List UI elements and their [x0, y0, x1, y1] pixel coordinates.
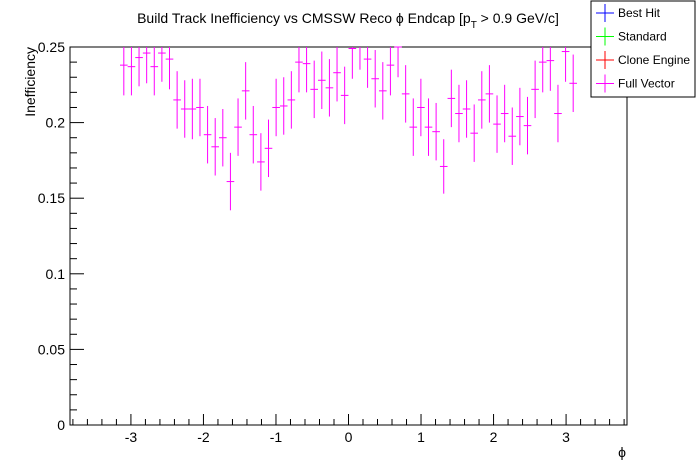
- legend-entries: Best Hit Standard Clone Engine Full Vector: [596, 4, 690, 93]
- data-point: [272, 78, 280, 137]
- data-point: [417, 78, 425, 137]
- legend-label: Full Vector: [618, 77, 675, 91]
- data-point: [493, 95, 501, 153]
- data-point: [219, 108, 227, 167]
- data-point: [386, 47, 395, 96]
- data-point: [561, 47, 570, 82]
- y-tick-label: 0: [57, 417, 65, 433]
- data-point: [226, 152, 235, 211]
- legend-entry: Best Hit: [596, 4, 661, 22]
- data-point: [569, 54, 577, 113]
- y-tick-label: 0.1: [46, 266, 66, 282]
- y-tick-label: 0.05: [38, 341, 65, 357]
- data-point: [196, 78, 204, 137]
- data-point: [516, 87, 524, 146]
- data-point: [538, 47, 547, 93]
- data-point: [310, 60, 319, 119]
- data-point: [302, 47, 311, 93]
- x-axis: -3 -2 -1 0 1 2 3: [72, 414, 625, 445]
- data-point: [531, 60, 539, 119]
- data-point: [165, 47, 174, 90]
- x-tick-label: -3: [125, 429, 138, 445]
- data-point: [455, 84, 463, 143]
- x-tick-label: 3: [562, 429, 570, 445]
- title-main: Build Track Inefficiency vs CMSSW Reco: [137, 10, 396, 26]
- data-point: [401, 65, 410, 123]
- data-point: [173, 71, 181, 129]
- y-axis: 0 0.05 0.1 0.15 0.2 0.25: [38, 39, 84, 433]
- legend-entry: Standard: [596, 27, 667, 46]
- legend-box: [590, 0, 696, 98]
- title-phi: ϕ: [396, 10, 404, 26]
- data-point: [180, 80, 189, 138]
- title-mid: Endcap [p: [404, 10, 471, 26]
- data-point: [378, 62, 387, 120]
- chart-title: Build Track Inefficiency vs CMSSW Reco ϕ…: [137, 10, 559, 31]
- legend-label: Best Hit: [618, 6, 661, 20]
- legend-entry: Full Vector: [596, 74, 675, 93]
- title-sub: T: [471, 20, 477, 31]
- data-point: [394, 46, 402, 78]
- data-point: [135, 47, 143, 87]
- legend: Best Hit Standard Clone Engine Full Vector: [590, 0, 696, 98]
- x-tick-label: 1: [417, 429, 425, 445]
- data-point: [523, 96, 532, 155]
- data-point: [257, 133, 265, 191]
- data-point: [447, 69, 456, 128]
- data-point: [424, 98, 433, 156]
- data-point: [287, 71, 296, 129]
- data-point: [264, 119, 273, 178]
- data-point: [477, 71, 486, 129]
- data-point: [188, 78, 197, 140]
- y-tick-label: 0.25: [38, 39, 65, 55]
- y-tick-label: 0.15: [38, 190, 65, 206]
- data-point: [409, 98, 418, 156]
- data-point: [279, 77, 288, 135]
- plot-frame: [69, 46, 628, 426]
- data-point: [150, 47, 159, 96]
- x-tick-label: 2: [490, 429, 498, 445]
- data-point: [462, 80, 471, 138]
- title-end: > 0.9 GeV/c]: [477, 10, 559, 26]
- data-point: [485, 65, 494, 123]
- legend-label: Clone Engine: [618, 53, 690, 67]
- x-tick-label: 0: [345, 429, 353, 445]
- data-point: [249, 105, 258, 164]
- x-tick-label: -1: [270, 429, 283, 445]
- data-point: [325, 59, 334, 117]
- data-point: [432, 102, 440, 161]
- data-point: [127, 47, 136, 96]
- data-point: [470, 104, 478, 162]
- data-point: [295, 47, 303, 93]
- legend-label: Standard: [618, 30, 667, 44]
- data-point: [241, 62, 250, 120]
- legend-entry: Clone Engine: [596, 51, 690, 69]
- data-point: [234, 98, 242, 156]
- x-tick-label: -2: [197, 429, 210, 445]
- data-point: [348, 47, 357, 79]
- data-point: [500, 84, 509, 143]
- data-point: [508, 107, 517, 165]
- data-point: [554, 84, 562, 143]
- data-series: [120, 46, 577, 211]
- data-point: [211, 118, 220, 176]
- data-point: [546, 47, 555, 91]
- data-point: [142, 47, 151, 84]
- y-tick-label: 0.2: [46, 115, 66, 131]
- data-point: [158, 47, 166, 82]
- data-point: [203, 105, 212, 164]
- data-point: [120, 47, 128, 96]
- data-point: [363, 47, 372, 88]
- data-point: [340, 66, 349, 125]
- data-point: [439, 139, 448, 194]
- data-point: [318, 51, 326, 109]
- y-axis-label: Inefficiency: [22, 47, 38, 117]
- data-point: [333, 47, 341, 102]
- x-axis-label: ϕ: [618, 444, 626, 460]
- data-point: [371, 50, 379, 108]
